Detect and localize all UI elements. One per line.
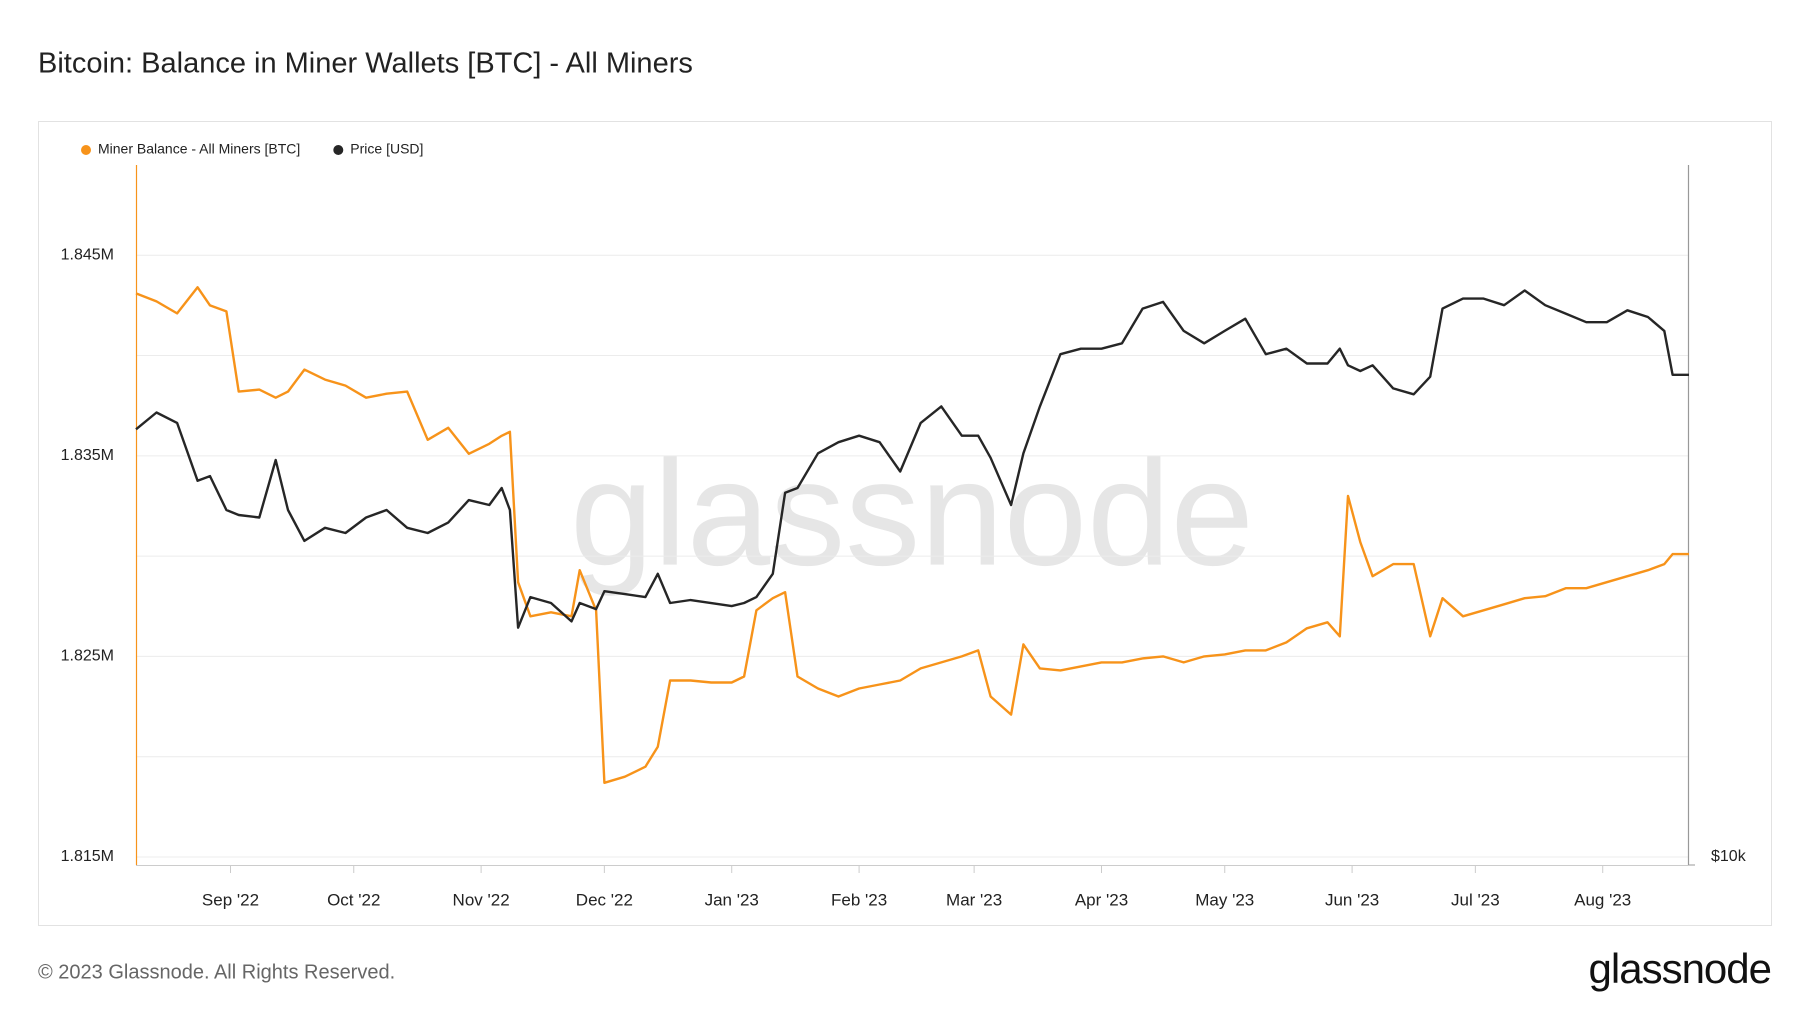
chart-title: Bitcoin: Balance in Miner Wallets [BTC] … (38, 48, 693, 80)
series-line (135, 286, 1689, 784)
copyright: © 2023 Glassnode. All Rights Reserved. (38, 961, 395, 983)
brand-logo: glassnode (1589, 945, 1771, 992)
chart-frame (38, 121, 1772, 926)
watermark: glassnode (570, 429, 1254, 597)
x-tick-label: Feb '23 (831, 890, 887, 909)
x-tick-label: Dec '22 (576, 890, 633, 909)
x-tick-label: Jun '23 (1325, 890, 1379, 909)
x-tick-label: Jul '23 (1451, 890, 1500, 909)
legend-label: Price [USD] (350, 141, 423, 157)
y-tick-label: 1.815M (61, 848, 114, 865)
x-tick-label: Mar '23 (946, 890, 1002, 909)
legend-marker (333, 145, 344, 155)
x-tick-label: Sep '22 (202, 890, 259, 909)
legend-marker (81, 145, 91, 155)
x-tick-label: Jan '23 (705, 890, 759, 909)
x-tick-label: May '23 (1195, 890, 1254, 909)
y-tick-label: 1.845M (61, 246, 114, 263)
x-tick-label: Aug '23 (1574, 890, 1631, 909)
y-tick-label: 1.835M (61, 447, 114, 464)
x-tick-label: Nov '22 (453, 890, 510, 909)
x-tick-label: Oct '22 (327, 890, 380, 909)
series-line (135, 289, 1689, 629)
y2-tick-label: $10k (1711, 848, 1747, 865)
legend-label: Miner Balance - All Miners [BTC] (98, 141, 300, 157)
plot: 1.815M 1.825M 1.835M 1.845M $10k Sep '22 Oct '… (61, 141, 1747, 910)
y-tick-label: 1.825M (61, 648, 114, 665)
x-tick-label: Apr '23 (1075, 890, 1128, 909)
